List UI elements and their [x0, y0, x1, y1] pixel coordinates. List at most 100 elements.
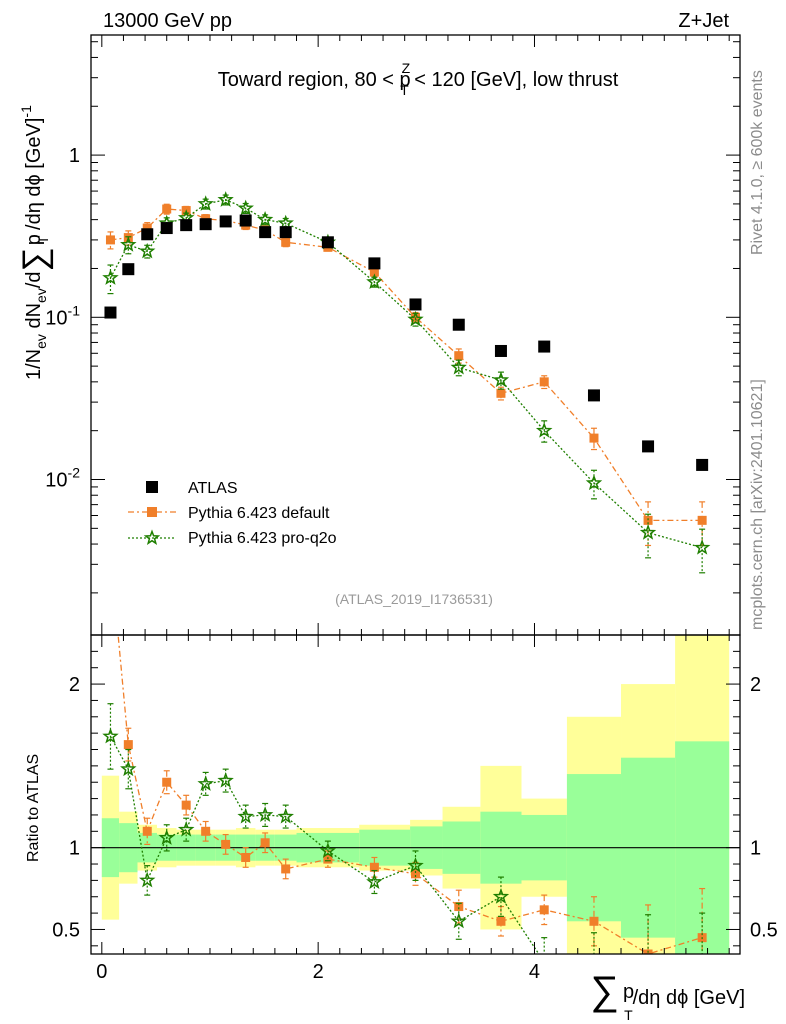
point-atlas-5	[199, 218, 212, 231]
ratio-point-proq2o-3	[158, 829, 175, 845]
analysis-watermark: (ATLAS_2019_I1736531)	[335, 591, 493, 607]
legend-marker-proq2o	[143, 529, 161, 546]
header-left: 13000 GeV pp	[103, 10, 232, 32]
point-atlas-17	[642, 440, 655, 453]
ratio-tick-label-0: 0.5	[52, 919, 80, 941]
legend-item-atlas: ATLAS	[146, 480, 238, 497]
ratio-tick-label-right-0: 0.5	[750, 919, 778, 941]
legend-label-atlas: ATLAS	[188, 480, 238, 497]
ratio-point-proq2o-4	[177, 821, 195, 837]
point-proq2o-16	[585, 474, 603, 491]
header-right: Z+Jet	[678, 10, 729, 32]
point-default-2	[142, 223, 152, 233]
point-proq2o-0	[102, 269, 119, 285]
point-proq2o-5	[197, 195, 214, 211]
legend-item-default: Pythia 6.423 default	[128, 505, 330, 522]
ratio-panel-marks	[102, 549, 707, 969]
ratio-point-default-9	[281, 864, 291, 874]
ratio-point-default-14	[496, 916, 506, 926]
ratio-point-proq2o-14	[492, 888, 510, 904]
point-atlas-0	[104, 306, 117, 319]
ratio-tick-label-right-2: 2	[750, 674, 761, 696]
x-tick-label-2: 4	[529, 961, 540, 983]
ratio-point-default-4	[181, 800, 191, 810]
ratio-point-proq2o-8	[256, 806, 274, 822]
ratio-point-default-11	[369, 862, 379, 872]
ratio-tick-label-2: 2	[69, 674, 80, 696]
point-atlas-9	[279, 226, 292, 239]
point-default-9	[281, 237, 291, 247]
ratio-point-proq2o-2	[139, 871, 156, 888]
ratio-y-axis-label: Ratio to ATLAS	[25, 754, 42, 862]
rivet-label: Rivet 4.1.0, ≥ 600k events	[749, 70, 766, 255]
point-proq2o-18	[693, 539, 711, 555]
ratio-point-default-2	[142, 826, 152, 836]
point-default-16	[589, 433, 599, 443]
ratio-point-proq2o-11	[366, 873, 383, 890]
point-default-12	[411, 312, 420, 322]
x-tick-label-0: 0	[96, 961, 107, 983]
point-atlas-2	[141, 228, 154, 241]
point-proq2o-15	[535, 422, 553, 438]
ratio-point-default-6	[221, 839, 231, 849]
point-atlas-3	[160, 222, 173, 235]
y-axis-label: 1/Nev dNev/d∑pT /dη dϕ [GeV]-1	[16, 105, 54, 380]
point-default-13	[454, 351, 464, 361]
ratio-point-proq2o-1	[120, 760, 137, 777]
point-atlas-4	[180, 219, 193, 232]
point-atlas-10	[321, 236, 334, 249]
ratio-point-default-16	[589, 916, 599, 926]
ratio-tick-label-right-1: 1	[750, 838, 761, 860]
mcplots-label: mcplots.cern.ch [arXiv:2401.10621]	[749, 379, 766, 630]
point-default-3	[162, 204, 172, 214]
legend-label-default: Pythia 6.423 default	[188, 505, 330, 522]
point-default-0	[105, 235, 115, 245]
x-axis-label: ∑ p T/dη dϕ [GeV]	[590, 969, 745, 1023]
point-default-14	[496, 388, 506, 398]
point-default-18	[697, 515, 707, 525]
ratio-point-default-12	[411, 869, 420, 879]
point-atlas-6	[219, 215, 232, 228]
ratio-point-proq2o-18	[701, 953, 703, 954]
point-atlas-15	[538, 340, 551, 353]
main-panel-marks	[102, 191, 711, 574]
ratio-point-default-7	[241, 852, 251, 862]
y-tick-label-0: 10-2	[45, 465, 80, 492]
ratio-point-default-0	[106, 549, 115, 558]
legend-item-proq2o: Pythia 6.423 pro-q2o	[128, 529, 337, 547]
chart-title: Toward region, 80 < pZ T < 120 [GeV], low…	[218, 60, 619, 98]
point-atlas-12	[409, 298, 422, 311]
legend-marker-default	[147, 507, 157, 517]
point-proq2o-14	[492, 371, 510, 388]
series-line-default	[110, 208, 703, 522]
point-default-17	[643, 515, 653, 525]
ratio-plot-frame	[90, 634, 741, 955]
point-atlas-8	[259, 226, 272, 239]
point-proq2o-2	[139, 242, 156, 259]
ratio-point-proq2o-12	[407, 857, 424, 873]
point-default-11	[369, 267, 379, 277]
ratio-tick-label-1: 1	[69, 838, 80, 860]
point-atlas-1	[122, 263, 135, 276]
point-proq2o-7	[237, 199, 254, 216]
point-atlas-11	[368, 257, 381, 270]
ratio-point-default-8	[260, 838, 270, 848]
series-layer	[102, 191, 711, 969]
ratio-point-proq2o-10	[319, 842, 337, 858]
ratio-point-proq2o-5	[197, 775, 214, 791]
point-default-15	[539, 377, 549, 387]
axis-ticks: 0 2 4 10-2 10-1 1 0.5 0.5 1 1 2 2	[45, 35, 778, 983]
ratio-point-default-5	[201, 826, 211, 836]
ratio-point-default-1	[123, 740, 133, 750]
point-proq2o-11	[366, 273, 383, 290]
point-atlas-18	[696, 458, 709, 471]
ratio-point-default-15	[539, 905, 549, 915]
ratio-point-proq2o-9	[277, 807, 294, 824]
point-atlas-13	[452, 318, 465, 331]
point-atlas-7	[239, 214, 252, 227]
legend: ATLAS Pythia 6.423 default Pythia 6.423 …	[128, 480, 337, 547]
point-proq2o-9	[277, 214, 294, 231]
ratio-point-proq2o-17	[642, 957, 654, 969]
x-tick-label-1: 2	[313, 961, 324, 983]
